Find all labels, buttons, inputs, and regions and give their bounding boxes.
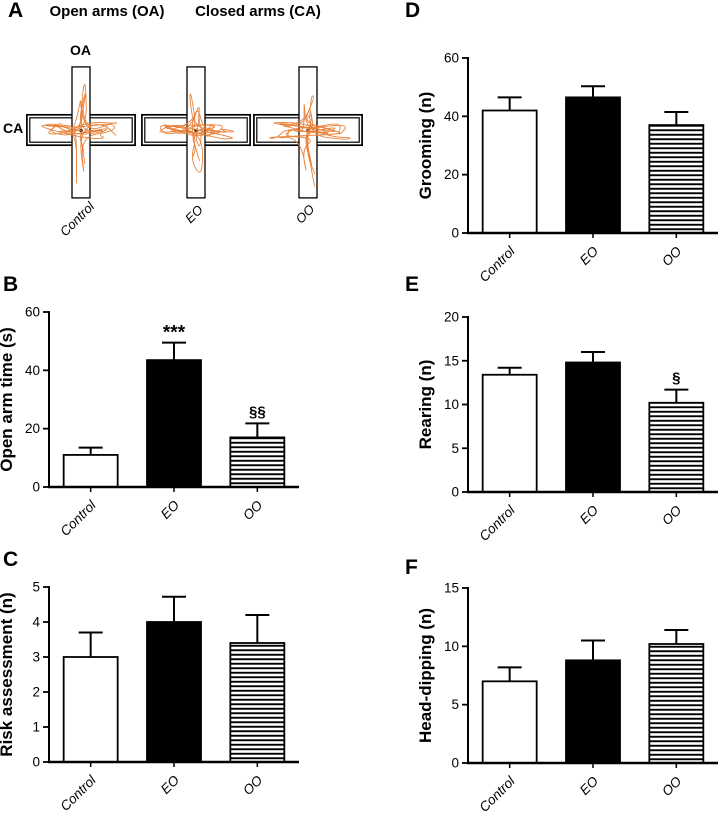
chart-risk-assessment: 0 1 2 3 4 5 Risk assessment (n) Control EO OO	[0, 567, 317, 819]
bar-control	[62, 454, 119, 488]
plus-maze-svg	[253, 66, 363, 199]
y-tick-label: 5	[451, 697, 459, 712]
bar-eo	[565, 361, 621, 493]
panel-label-c: C	[3, 548, 19, 571]
activity-trace	[276, 104, 346, 187]
plus-maze-svg	[26, 66, 136, 199]
x-tick-label: Control	[476, 773, 518, 815]
y-axis-label: Open arm time (s)	[0, 327, 16, 472]
significance-label: §	[672, 370, 680, 387]
y-axis-label: Rearing (n)	[416, 360, 435, 450]
bar-eo	[146, 621, 202, 763]
y-axis-label: Grooming (n)	[416, 92, 435, 200]
y-tick-label: 20	[444, 310, 459, 325]
maze-label-oo: OO	[292, 201, 318, 227]
bar-oo	[648, 401, 705, 493]
x-tick-label: Control	[57, 772, 99, 814]
y-tick-label: 0	[451, 756, 459, 771]
y-tick-label: 0	[451, 226, 459, 241]
panel-label-d: D	[405, 0, 421, 22]
bar-control	[62, 656, 119, 763]
x-tick-label: OO	[659, 773, 685, 799]
x-tick-label: EO	[577, 773, 602, 798]
y-axis-label: Head-dipping (n)	[416, 608, 435, 743]
maze-track-eo	[141, 66, 251, 199]
y-tick-label: 10	[444, 397, 459, 412]
y-tick-label: 0	[32, 755, 40, 770]
chart-svg-C: 0 1 2 3 4 5 Risk assessment (n) Control EO OO	[0, 580, 299, 814]
chart-rearing: 0 5 10 15 20 Rearing (n) Control EO § OO	[416, 297, 720, 549]
ca-arm-label: CA	[3, 120, 24, 136]
y-tick-label: 40	[25, 363, 40, 378]
bar-control	[481, 109, 538, 234]
y-tick-label: 60	[25, 305, 40, 320]
maze-track-oo	[253, 66, 363, 199]
significance-label: ***	[163, 323, 186, 344]
bar-oo	[229, 642, 286, 763]
significance-label: §§	[249, 403, 266, 420]
y-axis-label: Risk assessment (n)	[0, 592, 16, 756]
panel-label-e: E	[405, 273, 420, 296]
x-tick-label: OO	[240, 497, 266, 523]
activity-trace	[159, 106, 233, 173]
oa-arm-label: OA	[70, 42, 91, 58]
y-tick-label: 1	[32, 720, 40, 735]
panel-label-a: A	[8, 0, 24, 22]
bar-eo	[565, 659, 621, 764]
bar-oo	[648, 124, 705, 234]
open-arms-header: Open arms (OA)	[49, 3, 165, 20]
bar-eo	[565, 96, 621, 234]
y-tick-label: 0	[451, 485, 459, 500]
y-tick-label: 10	[444, 639, 459, 654]
chart-svg-F: 0 5 10 15 Head-dipping (n) Control EO OO	[416, 581, 718, 815]
y-tick-label: 5	[451, 441, 459, 456]
activity-trace	[269, 95, 351, 174]
y-tick-label: 60	[444, 51, 459, 66]
plus-maze-svg	[141, 66, 251, 199]
x-tick-label: OO	[659, 243, 685, 269]
panel-label-b: B	[3, 273, 19, 296]
chart-svg-D: 0 20 40 60 Grooming (n) Control EO OO	[416, 51, 718, 285]
chart-grooming: 0 20 40 60 Grooming (n) Control EO OO	[416, 38, 720, 290]
y-tick-label: 20	[444, 167, 459, 182]
y-tick-label: 20	[25, 421, 40, 436]
activity-trace	[41, 93, 118, 184]
bar-oo	[229, 436, 286, 488]
y-tick-label: 2	[32, 685, 40, 700]
x-tick-label: EO	[577, 243, 602, 268]
y-tick-label: 3	[32, 650, 40, 665]
x-tick-label: EO	[577, 502, 602, 527]
x-tick-label: Control	[476, 243, 518, 285]
closed-arms-header: Closed arms (CA)	[195, 3, 321, 20]
x-tick-label: Control	[476, 502, 518, 544]
maze-label-eo: EO	[182, 202, 206, 226]
panel-label-f: F	[405, 556, 418, 579]
maze-track-control	[26, 66, 136, 199]
x-tick-label: OO	[240, 772, 266, 798]
x-tick-label: EO	[158, 497, 183, 522]
bar-eo	[146, 359, 202, 488]
chart-svg-B: 0 20 40 60 Open arm time (s) Control *** EO §§ OO	[0, 305, 299, 539]
bar-control	[481, 373, 538, 493]
y-tick-label: 40	[444, 109, 459, 124]
bar-oo	[648, 643, 705, 764]
x-tick-label: EO	[158, 772, 183, 797]
y-tick-label: 4	[32, 615, 40, 630]
chart-svg-E: 0 5 10 15 20 Rearing (n) Control EO § OO	[416, 310, 718, 544]
y-tick-label: 5	[32, 580, 40, 595]
y-tick-label: 15	[444, 581, 459, 596]
x-tick-label: OO	[659, 502, 685, 528]
x-tick-label: Control	[57, 497, 99, 539]
y-tick-label: 15	[444, 353, 459, 368]
maze-label-control: Control	[56, 198, 98, 240]
chart-open-arm-time: 0 20 40 60 Open arm time (s) Control *** EO §§ OO	[0, 292, 317, 544]
bar-control	[481, 680, 538, 764]
y-tick-label: 0	[32, 480, 40, 495]
chart-head-dipping: 0 5 10 15 Head-dipping (n) Control EO OO	[416, 568, 720, 820]
